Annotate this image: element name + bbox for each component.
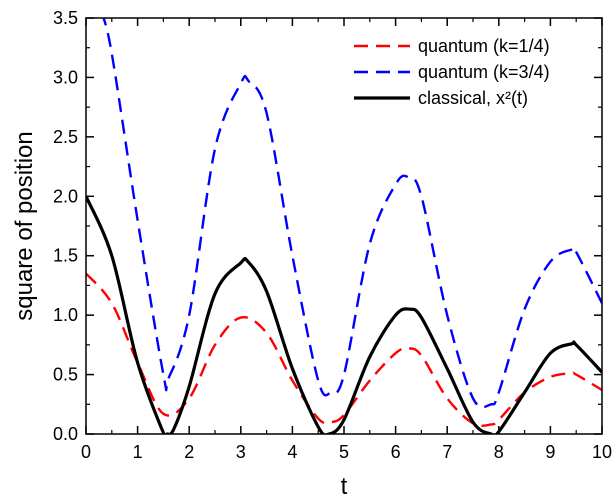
classical-line [86, 195, 602, 434]
legend-label: quantum (k=1/4) [418, 36, 550, 56]
y-tick-label: 1.5 [53, 246, 78, 266]
y-tick-label: 3.0 [53, 67, 78, 87]
legend-label: quantum (k=3/4) [418, 62, 550, 82]
legend-label: classical, x²(t) [418, 88, 528, 108]
x-tick-label: 7 [442, 442, 452, 462]
x-axis-title: t [341, 473, 348, 500]
x-tick-label: 1 [133, 442, 143, 462]
y-axis-title: square of position [11, 131, 38, 320]
x-tick-label: 2 [184, 442, 194, 462]
quantum-k-1-4-line [86, 272, 602, 427]
legend: quantum (k=1/4) quantum (k=3/4) classical,… [354, 36, 550, 108]
y-tick-label: 2.0 [53, 186, 78, 206]
x-tick-label: 9 [545, 442, 555, 462]
x-tick-label: 0 [81, 442, 91, 462]
quantum-k-3-4-line [102, 18, 602, 409]
y-tick-label: 0.0 [53, 424, 78, 444]
y-tick-label: 2.5 [53, 127, 78, 147]
y-tick-label: 0.5 [53, 365, 78, 385]
x-tick-label: 8 [494, 442, 504, 462]
x-tick-label: 3 [236, 442, 246, 462]
x-tick-label: 10 [592, 442, 612, 462]
ticks-layer: 0 1 2 3 4 5 6 7 8 9 10 0.0 0.5 1.0 1.5 2.0 2.5 3.0 3.5 [53, 8, 612, 462]
x-tick-label: 6 [391, 442, 401, 462]
x-tick-label: 4 [287, 442, 297, 462]
y-tick-label: 1.0 [53, 305, 78, 325]
x-tick-label: 5 [339, 442, 349, 462]
y-tick-label: 3.5 [53, 8, 78, 28]
